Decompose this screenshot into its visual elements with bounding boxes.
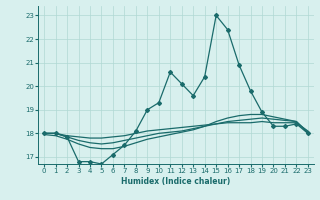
X-axis label: Humidex (Indice chaleur): Humidex (Indice chaleur): [121, 177, 231, 186]
